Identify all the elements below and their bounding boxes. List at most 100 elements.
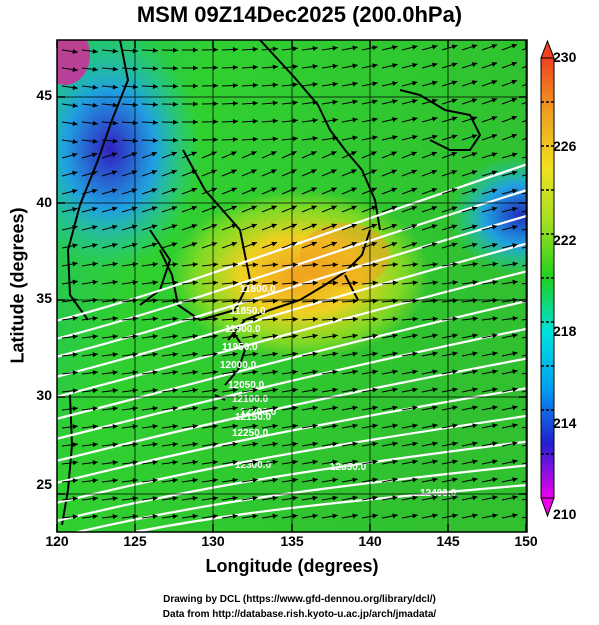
wind-arrow (401, 495, 418, 501)
wind-arrow (221, 423, 238, 429)
wind-arrow (101, 496, 118, 502)
wind-arrow (281, 316, 299, 322)
wind-arrow (281, 262, 298, 268)
wind-arrow (361, 187, 378, 195)
wind-arrow (221, 151, 237, 159)
wind-arrow (281, 333, 298, 339)
wind-arrow (261, 100, 278, 106)
wind-arrow (461, 206, 478, 213)
wind-arrow (261, 369, 278, 375)
wind-arrow (161, 169, 178, 177)
wind-arrow (281, 459, 298, 465)
wind-arrow (341, 241, 358, 249)
wind-arrow (81, 138, 98, 144)
wind-arrow (381, 99, 398, 105)
wind-arrow (61, 207, 78, 213)
wind-arrow (161, 316, 178, 322)
wind-arrow (461, 351, 478, 357)
wind-arrow (301, 369, 318, 375)
wind-arrow (321, 135, 338, 141)
wind-arrow (521, 246, 527, 249)
wind-arrow (81, 496, 98, 502)
wind-arrow (301, 459, 318, 465)
wind-arrow (501, 115, 518, 123)
wind-arrow (481, 261, 498, 267)
wind-arrow (401, 477, 418, 483)
wind-arrow (61, 352, 78, 358)
wind-arrow (421, 513, 438, 519)
wind-arrow (481, 242, 498, 249)
wind-arrow (521, 137, 527, 141)
wind-arrow (461, 224, 478, 231)
wind-arrow (61, 424, 78, 430)
wind-arrow (241, 136, 258, 142)
wind-arrow (381, 387, 398, 393)
wind-arrow (521, 336, 527, 339)
wind-arrow (61, 139, 78, 145)
wind-arrow (361, 169, 377, 177)
wind-arrow (401, 242, 418, 249)
wind-arrow (141, 496, 158, 501)
contour-label: 12300.0 (235, 460, 272, 471)
wind-arrow (381, 333, 398, 339)
wind-arrow (261, 136, 278, 142)
contour-line (57, 414, 527, 504)
wind-arrow (441, 98, 458, 105)
wind-arrow (261, 82, 278, 88)
wind-arrow (81, 120, 98, 126)
wind-arrow (181, 137, 199, 143)
wind-arrow (241, 351, 258, 357)
wind-arrow (301, 100, 318, 105)
wind-arrow (261, 513, 278, 519)
wind-arrow (381, 405, 398, 411)
wind-arrow (181, 65, 199, 71)
wind-arrow (421, 369, 438, 375)
wind-arrow (341, 280, 358, 286)
wind-arrow (401, 333, 418, 339)
wind-arrow (101, 424, 118, 430)
wind-arrow (181, 513, 198, 519)
wind-arrow (501, 188, 518, 195)
wind-arrow (501, 513, 518, 519)
y-tick-label: 30 (36, 387, 52, 403)
wind-arrow (181, 369, 198, 375)
wind-arrow (101, 138, 118, 144)
wind-arrow (401, 62, 418, 69)
contour-line (57, 188, 527, 340)
wind-arrow (401, 423, 418, 429)
contour-label: 12250.0 (232, 428, 269, 439)
wind-arrow (221, 47, 239, 53)
wind-arrow (81, 334, 98, 340)
wind-arrow (461, 134, 478, 141)
wind-arrow (401, 116, 418, 123)
wind-arrow (341, 169, 357, 177)
y-tick-label: 40 (36, 194, 52, 210)
wind-arrow (461, 242, 478, 249)
wind-arrow (461, 116, 478, 123)
wind-arrow (501, 261, 518, 267)
wind-arrow (241, 387, 258, 393)
wind-arrow (141, 151, 158, 159)
colorbar-tick-marks (541, 101, 554, 455)
wind-arrow (61, 478, 78, 484)
wind-arrow (401, 134, 418, 141)
wind-arrow (321, 262, 338, 268)
wind-arrow (421, 151, 438, 159)
wind-arrow (101, 84, 118, 90)
wind-arrow (281, 369, 298, 375)
wind-arrow (501, 279, 518, 285)
wind-arrow (281, 82, 298, 88)
wind-arrow (501, 477, 518, 483)
cold-spot-nw (57, 40, 90, 85)
wind-arrow (461, 423, 478, 429)
wind-arrow (441, 44, 458, 51)
wind-arrow (301, 495, 318, 501)
wind-arrow (521, 498, 527, 501)
wind-arrow (181, 423, 198, 429)
wind-arrow (481, 116, 498, 123)
wind-arrow (421, 187, 438, 195)
wind-arrow (421, 351, 438, 357)
wind-arrow (481, 387, 498, 393)
wind-arrow (501, 43, 518, 51)
contour-label: 12150.0 (235, 412, 272, 423)
